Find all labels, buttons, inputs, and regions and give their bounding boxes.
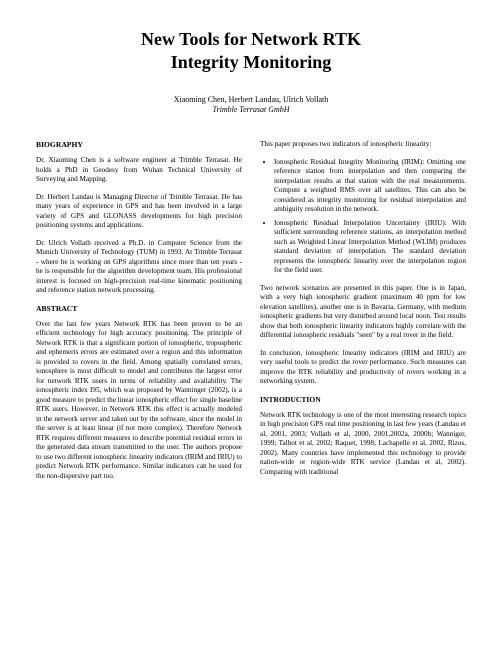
bio-paragraph-1: Dr. Xiaoming Chen is a software engineer… — [36, 156, 242, 185]
scenarios-paragraph: Two network scenarios are presented in t… — [260, 284, 466, 341]
abstract-heading: ABSTRACT — [36, 304, 242, 314]
right-column: This paper proposes two indicators of io… — [260, 140, 466, 489]
abstract-paragraph-1: Over the last few years Network RTK has … — [36, 320, 242, 482]
author-names: Xiaoming Chen, Herbert Landau, Ulrich Vo… — [36, 95, 466, 105]
conclusion-paragraph: In conclusion, ionospheric linearity ind… — [260, 349, 466, 387]
indicator-item-irim: Ionospheric Residual Integrity Monitorin… — [274, 158, 466, 215]
introduction-paragraph-1: Network RTK technology is one of the mos… — [260, 411, 466, 478]
indicator-list: Ionospheric Residual Integrity Monitorin… — [260, 158, 466, 276]
indicator-item-iriu: Ionospheric Residual Interpolation Uncer… — [274, 219, 466, 276]
linearity-intro: This paper proposes two indicators of io… — [260, 140, 466, 150]
bio-paragraph-3: Dr. Ulrich Vollath received a Ph.D. in C… — [36, 239, 242, 296]
title-line-1: New Tools for Network RTK — [141, 29, 361, 49]
two-column-body: BIOGRAPHY Dr. Xiaoming Chen is a softwar… — [36, 140, 466, 489]
left-column: BIOGRAPHY Dr. Xiaoming Chen is a softwar… — [36, 140, 242, 489]
introduction-heading: INTRODUCTION — [260, 395, 466, 405]
bio-paragraph-2: Dr. Herbert Landau is Managing Director … — [36, 193, 242, 231]
biography-heading: BIOGRAPHY — [36, 140, 242, 150]
title-line-2: Integrity Monitoring — [171, 52, 331, 72]
author-affiliation: Trimble Terrasat GmbH — [36, 105, 466, 114]
paper-title: New Tools for Network RTK Integrity Moni… — [36, 28, 466, 73]
